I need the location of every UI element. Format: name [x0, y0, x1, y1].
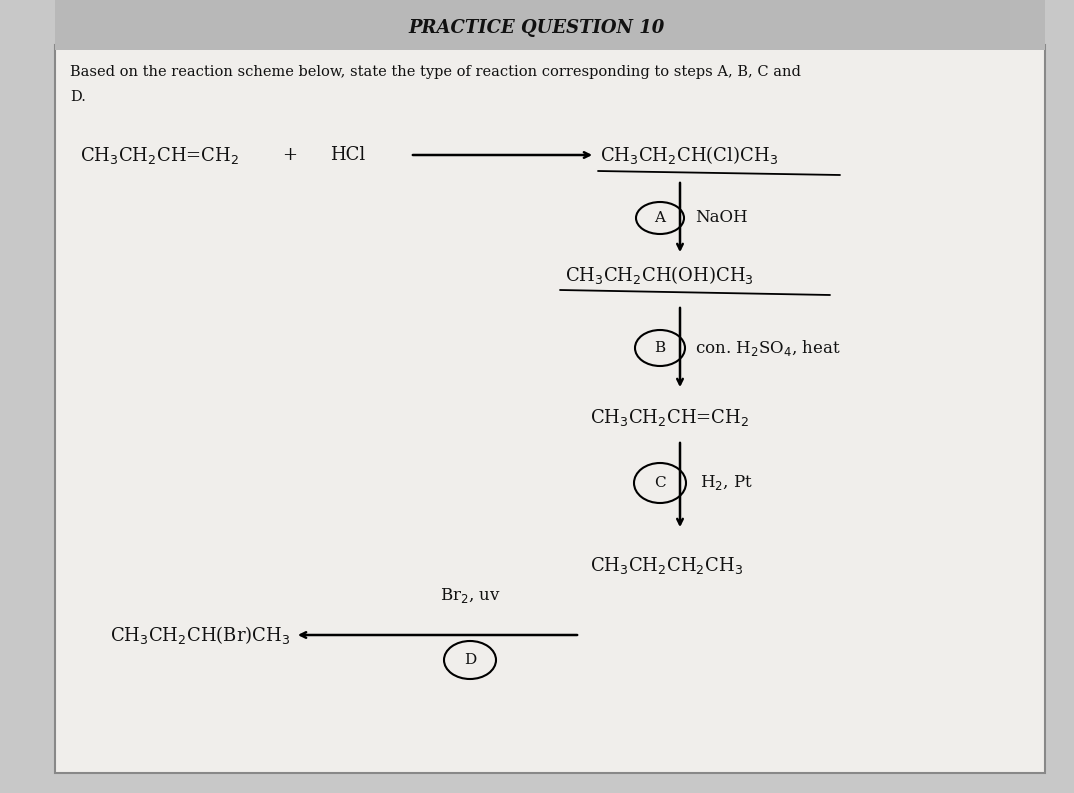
Text: CH$_3$CH$_2$CH=CH$_2$: CH$_3$CH$_2$CH=CH$_2$: [79, 144, 240, 166]
Text: CH$_3$CH$_2$CH(OH)CH$_3$: CH$_3$CH$_2$CH(OH)CH$_3$: [565, 264, 754, 286]
Text: +: +: [282, 146, 297, 164]
Text: D: D: [464, 653, 476, 667]
Text: CH$_3$CH$_2$CH(Br)CH$_3$: CH$_3$CH$_2$CH(Br)CH$_3$: [110, 624, 290, 646]
Text: con. H$_2$SO$_4$, heat: con. H$_2$SO$_4$, heat: [695, 338, 841, 358]
Text: B: B: [654, 341, 666, 355]
Text: CH$_3$CH$_2$CH(Cl)CH$_3$: CH$_3$CH$_2$CH(Cl)CH$_3$: [600, 144, 778, 166]
Text: NaOH: NaOH: [695, 209, 748, 227]
Text: Br$_2$, uv: Br$_2$, uv: [439, 586, 500, 605]
Text: H$_2$, Pt: H$_2$, Pt: [700, 473, 753, 492]
Text: CH$_3$CH$_2$CH=CH$_2$: CH$_3$CH$_2$CH=CH$_2$: [590, 408, 750, 428]
FancyBboxPatch shape: [55, 0, 1045, 50]
Text: CH$_3$CH$_2$CH$_2$CH$_3$: CH$_3$CH$_2$CH$_2$CH$_3$: [590, 554, 743, 576]
Text: Based on the reaction scheme below, state the type of reaction corresponding to : Based on the reaction scheme below, stat…: [70, 65, 801, 79]
Text: A: A: [654, 211, 666, 225]
Text: D.: D.: [70, 90, 86, 104]
FancyBboxPatch shape: [55, 45, 1045, 773]
Text: C: C: [654, 476, 666, 490]
Text: HCl: HCl: [330, 146, 365, 164]
Text: PRACTICE QUESTION 10: PRACTICE QUESTION 10: [409, 19, 665, 37]
